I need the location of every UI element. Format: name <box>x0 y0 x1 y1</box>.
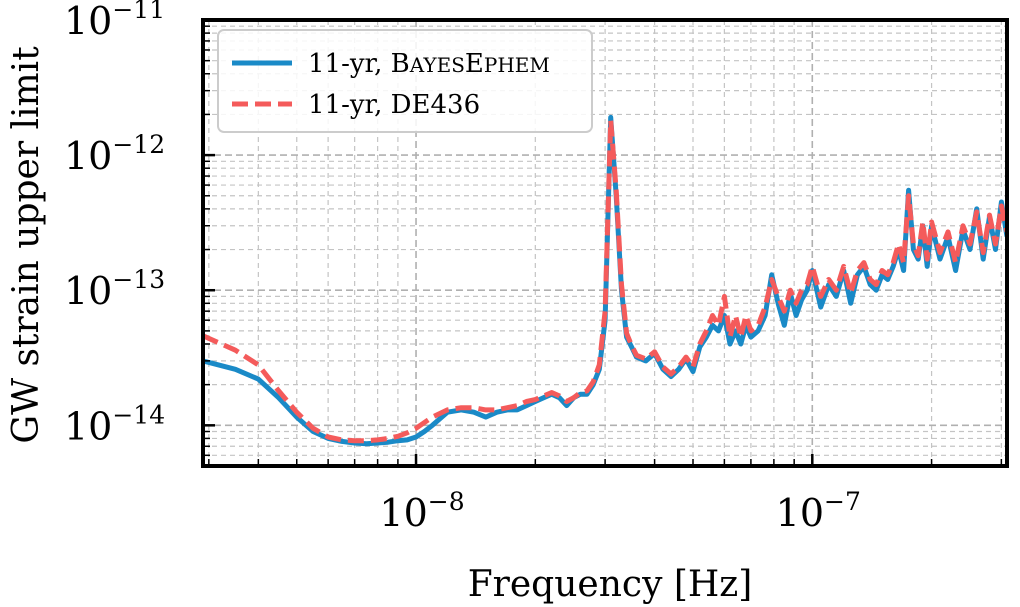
legend: 11-yr, BAYESEPHEM 11-yr, DE436 <box>217 29 593 133</box>
y-tick-label-1e-14: 10−14 <box>64 400 165 448</box>
y-tick-label-1e-11: 10−11 <box>64 0 165 43</box>
y-tick-label-1e-12: 10−12 <box>64 130 165 178</box>
x-tick-label-1e-8: 10−8 <box>379 487 464 535</box>
series-lines <box>203 114 1007 447</box>
y-tick-label-1e-13: 10−13 <box>64 265 165 313</box>
legend-box <box>217 29 593 133</box>
y-tick-labels: 10−14 10−13 10−12 10−11 <box>64 0 165 448</box>
x-tick-label-1e-7: 10−7 <box>776 487 861 535</box>
legend-label-de436: 11-yr, DE436 <box>308 90 480 120</box>
x-axis-label: Frequency [Hz] <box>468 564 753 605</box>
series-line-de436 <box>203 118 1007 444</box>
legend-label-bayesephem: 11-yr, BAYESEPHEM <box>308 49 550 79</box>
x-tick-labels: 10−8 10−7 <box>379 487 860 535</box>
y-axis-label: GW strain upper limit <box>6 46 47 444</box>
plot-frame <box>201 18 1009 468</box>
